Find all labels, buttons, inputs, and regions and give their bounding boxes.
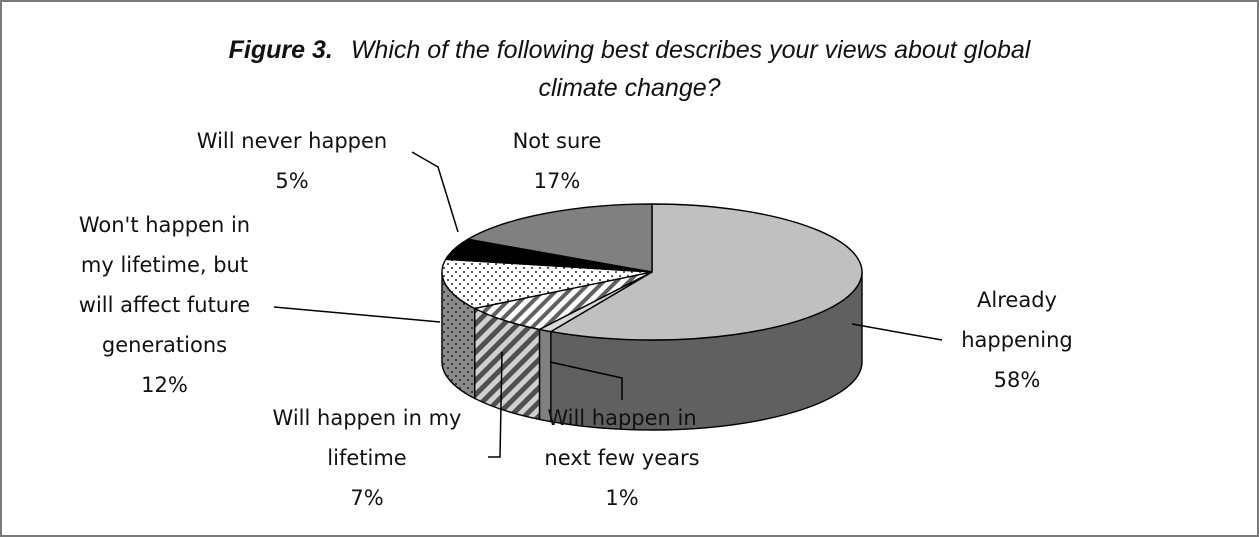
leader-lines — [273, 151, 943, 458]
label-future-generations: Won't happen in my lifetime, but will af… — [78, 213, 251, 397]
label-next-few-years: Will happen in next few years 1% — [544, 406, 700, 510]
chart-title: Figure 3. Which of the following best des… — [2, 36, 1257, 65]
title-text-line1: Which of the following best describes yo… — [350, 36, 1031, 64]
leader-never — [411, 151, 459, 233]
leader-already — [851, 323, 943, 341]
pie-slice-already-happening — [548, 203, 863, 341]
pie-sides — [441, 271, 863, 431]
leader-my-lifetime — [488, 351, 503, 458]
label-already-happening: Already happening 58% — [961, 288, 1073, 392]
pie-slice-not-sure — [465, 203, 653, 273]
figure-label: Figure 3. — [228, 36, 333, 64]
pie-slice-won-t-happen-in-my-lifetime-but-will-affect-future-generations — [441, 258, 653, 310]
label-not-sure: Not sure 17% — [512, 129, 602, 193]
label-my-lifetime: Will happen in my lifetime 7% — [272, 406, 462, 510]
leader-future — [273, 306, 441, 323]
pie-tops — [441, 203, 863, 341]
leader-next-few — [549, 361, 623, 400]
label-will-never-happen: Will never happen 5% — [196, 129, 388, 193]
chart-title-line2: climate change? — [538, 74, 721, 102]
